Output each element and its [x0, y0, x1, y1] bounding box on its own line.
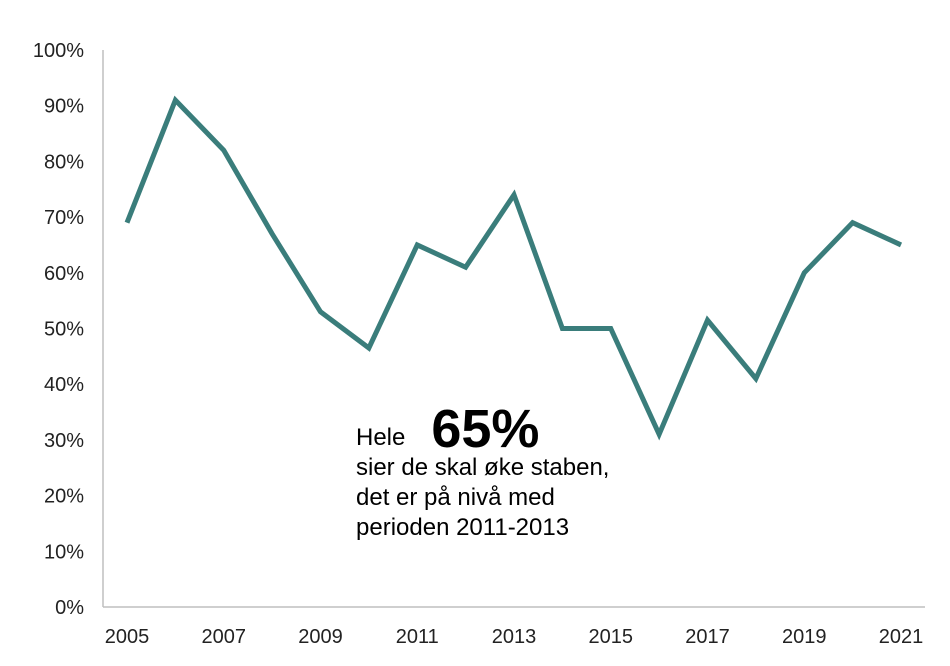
x-tick-label: 2005 — [105, 626, 150, 648]
y-tick-label: 10% — [44, 541, 84, 563]
x-tick-label: 2017 — [685, 626, 730, 648]
y-tick-label: 100% — [33, 40, 84, 62]
y-tick-label: 80% — [44, 151, 84, 173]
annotation: Hele 65% sier de skal øke staben, det er … — [356, 402, 610, 543]
y-tick-label: 90% — [44, 96, 84, 118]
annotation-line: det er på nivå med — [356, 484, 555, 511]
x-tick-label: 2007 — [202, 626, 247, 648]
x-tick-label: 2021 — [879, 626, 924, 648]
annotation-prefix: Hele — [356, 424, 406, 451]
y-tick-label: 20% — [44, 486, 84, 508]
y-tick-label: 50% — [44, 319, 84, 341]
y-tick-label: 70% — [44, 207, 84, 229]
y-tick-label: 0% — [55, 597, 84, 619]
y-tick-label: 30% — [44, 430, 84, 452]
series-line — [124, 95, 903, 441]
annotation-value: 65% — [431, 399, 540, 459]
annotation-line: sier de skal øke staben, — [356, 454, 610, 481]
y-tick-label: 60% — [44, 263, 84, 285]
x-tick-label: 2009 — [298, 626, 343, 648]
x-tick-label: 2015 — [589, 626, 634, 648]
y-tick-label: 40% — [44, 374, 84, 396]
x-tick-label: 2013 — [492, 626, 537, 648]
x-tick-label: 2019 — [782, 626, 827, 648]
annotation-line: perioden 2011-2013 — [356, 514, 570, 541]
x-tick-label: 2011 — [396, 626, 439, 648]
